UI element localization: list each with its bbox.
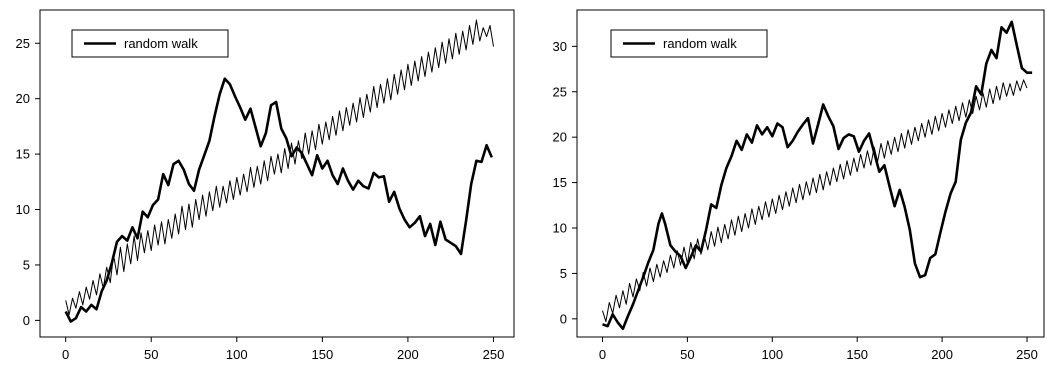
x-tick-label: 0 [599, 347, 606, 362]
x-tick-label: 150 [846, 347, 868, 362]
x-tick-label: 200 [397, 347, 419, 362]
series-layer-right [602, 20, 1033, 331]
x-tick-label: 100 [761, 347, 783, 362]
y-tick-label: 15 [553, 175, 567, 190]
x-tick-label: 50 [680, 347, 694, 362]
y-ticks-left: 0 5 10 15 20 25 [16, 36, 40, 328]
plot-frame-left [39, 9, 515, 338]
legend-label-right: random walk [663, 36, 737, 51]
y-tick-label: 5 [560, 266, 567, 281]
y-tick-label: 25 [16, 36, 30, 51]
legend-left: random walk [71, 29, 229, 58]
x-ticks-right: 0 50 100 150 200 250 [599, 337, 1038, 362]
plot-frame-right [576, 9, 1045, 338]
x-tick-label: 50 [144, 347, 158, 362]
x-tick-label: 150 [311, 347, 333, 362]
legend-label-left: random walk [124, 36, 198, 51]
series-line-trend [65, 19, 494, 316]
x-tick-label: 0 [62, 347, 69, 362]
y-tick-label: 5 [23, 257, 30, 272]
series-line-random-walk [64, 77, 493, 323]
x-tick-label: 200 [931, 347, 953, 362]
x-tick-label: 250 [1016, 347, 1038, 362]
chart-left: 0 50 100 150 200 250 0 5 10 15 20 25 random walk [16, 9, 515, 362]
series-line-random-walk [602, 20, 1033, 331]
series-layer-left [64, 19, 494, 323]
y-ticks-right: 0 5 10 15 20 25 30 [553, 39, 577, 326]
x-ticks-left: 0 50 100 150 200 250 [62, 337, 504, 362]
y-tick-label: 15 [16, 147, 30, 162]
y-tick-label: 0 [560, 311, 567, 326]
series-line-trend [602, 79, 1028, 323]
y-tick-label: 10 [553, 221, 567, 236]
y-tick-label: 0 [23, 313, 30, 328]
chart-right: 0 50 100 150 200 250 0 5 10 15 20 25 30 random walk [553, 9, 1045, 362]
x-tick-label: 100 [226, 347, 248, 362]
y-tick-label: 20 [16, 91, 30, 106]
y-tick-label: 20 [553, 130, 567, 145]
legend-right: random walk [610, 29, 768, 58]
y-tick-label: 25 [553, 84, 567, 99]
x-tick-label: 250 [483, 347, 505, 362]
y-tick-label: 30 [553, 39, 567, 54]
y-tick-label: 10 [16, 202, 30, 217]
